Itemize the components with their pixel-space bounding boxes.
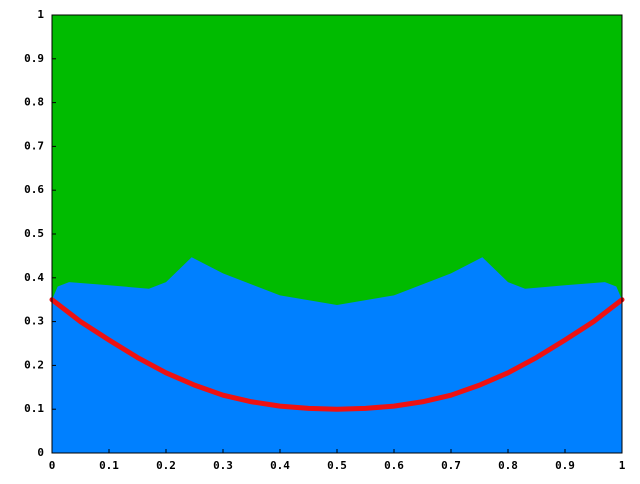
x-tick-label: 0.2 xyxy=(156,459,176,472)
y-tick-label: 0.8 xyxy=(24,96,44,109)
x-tick-label: 0.6 xyxy=(384,459,404,472)
x-tick-label: 0 xyxy=(49,459,56,472)
x-tick-label: 0.7 xyxy=(441,459,461,472)
y-tick-label: 0.3 xyxy=(24,315,44,328)
y-tick-label: 0.6 xyxy=(24,183,44,196)
x-tick-label: 0.9 xyxy=(555,459,575,472)
x-tick-label: 0.5 xyxy=(327,459,347,472)
x-tick-label: 0.8 xyxy=(498,459,518,472)
area xyxy=(52,257,622,453)
y-tick-label: 0 xyxy=(37,446,44,459)
x-tick-label: 0.1 xyxy=(99,459,119,472)
y-tick-label: 0.9 xyxy=(24,52,44,65)
x-tick-label: 0.3 xyxy=(213,459,233,472)
line xyxy=(49,297,625,412)
y-tick-label: 1 xyxy=(37,8,44,21)
y-tick-label: 0.2 xyxy=(24,358,44,371)
x-tick-label: 0.4 xyxy=(270,459,290,472)
x-tick-label: 1 xyxy=(619,459,626,472)
y-tick-label: 0.4 xyxy=(24,271,44,284)
y-tick-label: 0.7 xyxy=(24,139,44,152)
y-tick-label: 0.1 xyxy=(24,402,44,415)
y-tick-label: 0.5 xyxy=(24,227,44,240)
